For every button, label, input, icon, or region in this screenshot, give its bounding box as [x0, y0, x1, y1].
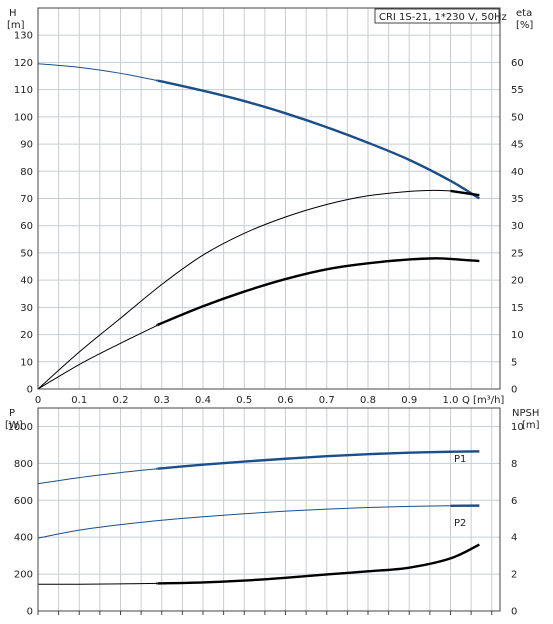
top-left-tick-label: 10 [20, 357, 33, 368]
efficiency-total-curve-thin [37, 189, 451, 390]
top-right-tick-label: 60 [511, 58, 524, 69]
top-left-tick-label: 30 [20, 303, 33, 314]
efficiency-hydraulic-curve-bold [155, 257, 480, 327]
top-left-axis-unit: [m] [7, 20, 25, 31]
bottom-left-axis-unit: [W] [5, 420, 23, 431]
head-curve-bold [155, 79, 480, 200]
bottom-left-tick-label: 400 [14, 533, 33, 544]
x-tick-label: 0.6 [278, 395, 294, 406]
x-axis-label: Q [m³/h] [462, 395, 504, 406]
top-left-tick-label: 120 [14, 58, 33, 69]
top-plot-curves [37, 63, 480, 390]
npsh-curve-thin [37, 582, 158, 585]
top-right-tick-label: 5 [511, 357, 517, 368]
bottom-left-tick-label: 600 [14, 496, 33, 507]
top-right-axis-label: eta [516, 8, 532, 19]
chart-title-box [374, 8, 500, 24]
top-left-tick-label: 80 [20, 167, 33, 178]
top-left-tick-label: 0 [27, 385, 33, 396]
bottom-left-axis-label: P [9, 408, 15, 419]
bottom-left-tick-label: 1000 [8, 422, 33, 433]
x-tick-label: 0.8 [360, 395, 376, 406]
x-tick-label: 0.7 [319, 395, 335, 406]
top-left-axis-label: H [9, 8, 17, 19]
top-left-tick-label: 130 [14, 31, 33, 42]
bottom-right-axis-label: NPSH [512, 408, 539, 419]
chart-title: CRI 1S-21, 1*230 V, 50Hz [379, 12, 507, 23]
top-right-tick-label: 0 [511, 385, 517, 396]
p2-curve-thin [37, 505, 451, 539]
efficiency-hydraulic-curve-thin [37, 324, 158, 390]
top-right-tick-label: 30 [511, 221, 524, 232]
x-tick-label: 0.5 [236, 395, 252, 406]
top-left-tick-label: 100 [14, 112, 33, 123]
bottom-left-tick-label: 800 [14, 459, 33, 470]
x-tick-label: 0 [35, 395, 41, 406]
top-right-tick-label: 45 [511, 140, 524, 151]
top-left-tick-label: 110 [14, 85, 33, 96]
top-right-tick-label: 50 [511, 112, 524, 123]
top-left-tick-label: 70 [20, 194, 33, 205]
series-label-p1: P1 [454, 454, 466, 465]
x-tick-label: 0.2 [113, 395, 129, 406]
top-right-tick-label: 20 [511, 276, 524, 287]
bottom-right-tick-label: 0 [511, 607, 517, 618]
x-tick-label: 0.1 [71, 395, 87, 406]
bottom-right-tick-label: 2 [511, 570, 517, 581]
top-left-tick-label: 20 [20, 330, 33, 341]
top-right-tick-label: 15 [511, 303, 524, 314]
bottom-plot-frame [37, 407, 501, 612]
series-label-p2: P2 [454, 518, 466, 529]
p1-curve-bold [155, 450, 480, 470]
top-plot-grid [38, 8, 500, 389]
top-right-axis-unit: [%] [516, 20, 533, 31]
npsh-curve-bold [155, 543, 480, 585]
top-left-tick-label: 50 [20, 248, 33, 259]
top-left-tick-label: 90 [20, 140, 33, 151]
bottom-right-tick-label: 10 [511, 422, 524, 433]
bottom-right-tick-label: 6 [511, 496, 517, 507]
x-tick-label: 0.4 [195, 395, 211, 406]
head-curve-thin [37, 63, 158, 82]
bottom-left-tick-label: 0 [27, 607, 33, 618]
axis-tick-labels: 0102030405060708090100110120130051015202… [8, 31, 524, 618]
efficiency-total-curve-bold [450, 189, 480, 197]
bottom-right-axis-unit: [m] [522, 420, 540, 431]
top-right-tick-label: 10 [511, 330, 524, 341]
top-right-tick-label: 55 [511, 85, 524, 96]
x-tick-label: 0.9 [401, 395, 417, 406]
p1-curve-thin [37, 468, 158, 485]
bottom-plot-curves [37, 450, 480, 585]
top-right-tick-label: 25 [511, 248, 524, 259]
bottom-left-tick-label: 200 [14, 570, 33, 581]
top-right-tick-label: 40 [511, 167, 524, 178]
top-left-tick-label: 40 [20, 276, 33, 287]
top-plot-frame [37, 7, 501, 390]
x-tick-label: 1.0 [443, 395, 459, 406]
x-tick-label: 0.3 [154, 395, 170, 406]
bottom-right-tick-label: 8 [511, 459, 517, 470]
top-right-tick-label: 35 [511, 194, 524, 205]
top-left-tick-label: 60 [20, 221, 33, 232]
bottom-right-tick-label: 4 [511, 533, 517, 544]
